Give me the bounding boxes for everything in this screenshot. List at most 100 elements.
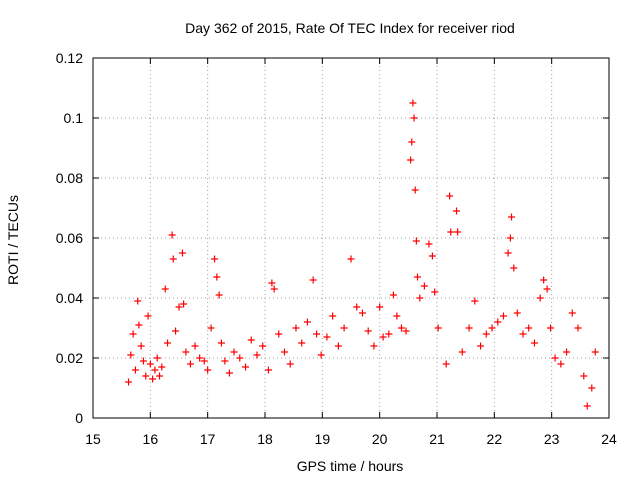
- data-point: [442, 360, 450, 368]
- data-point: [137, 342, 145, 350]
- data-point: [334, 342, 342, 350]
- data-point: [477, 342, 485, 350]
- data-point: [135, 321, 143, 329]
- data-point: [446, 192, 454, 200]
- data-point: [519, 330, 527, 338]
- x-axis-label: GPS time / hours: [297, 458, 404, 474]
- data-point: [414, 273, 422, 281]
- data-point: [253, 351, 261, 359]
- y-tick-label: 0.06: [56, 230, 83, 246]
- data-point: [129, 330, 137, 338]
- data-point: [408, 138, 416, 146]
- data-point: [504, 249, 512, 257]
- data-point: [574, 324, 582, 332]
- data-point: [131, 366, 139, 374]
- data-point: [242, 363, 250, 371]
- axis-ticks: 15 16 17 18 19 20 21 22 23 24 0 0.02 0.04 0.06 0.08 0.1…: [56, 50, 617, 447]
- data-point: [454, 228, 462, 236]
- x-tick-label: 18: [257, 431, 273, 447]
- data-point: [540, 276, 548, 284]
- data-point: [168, 231, 176, 239]
- data-point: [389, 291, 397, 299]
- data-point: [536, 294, 544, 302]
- data-point: [513, 309, 521, 317]
- data-point: [207, 324, 215, 332]
- data-point: [431, 288, 439, 296]
- data-point: [412, 237, 420, 245]
- data-point: [588, 384, 596, 392]
- data-point: [385, 330, 393, 338]
- data-point: [353, 303, 361, 311]
- chart-title: Day 362 of 2015, Rate Of TEC Index for r…: [185, 20, 515, 36]
- data-point: [158, 363, 166, 371]
- data-point: [340, 324, 348, 332]
- x-tick-label: 15: [85, 431, 101, 447]
- data-point: [580, 372, 588, 380]
- data-point: [221, 357, 229, 365]
- data-point: [204, 366, 212, 374]
- y-axis-label: ROTI / TECUs: [5, 195, 21, 285]
- data-point: [172, 327, 180, 335]
- y-tick-label: 0.08: [56, 170, 83, 186]
- y-tick-label: 0.04: [56, 290, 83, 306]
- data-point: [164, 339, 172, 347]
- data-point: [169, 255, 177, 263]
- x-tick-label: 20: [372, 431, 388, 447]
- data-point: [471, 297, 479, 305]
- data-point: [156, 372, 164, 380]
- data-point: [313, 330, 321, 338]
- data-point: [329, 312, 337, 320]
- data-point: [420, 282, 428, 290]
- data-point: [153, 354, 161, 362]
- data-point: [323, 333, 331, 341]
- data-point: [142, 372, 150, 380]
- data-point: [402, 327, 410, 335]
- data-point: [264, 366, 272, 374]
- data-point: [543, 285, 551, 293]
- data-point: [149, 375, 157, 383]
- data-point: [364, 327, 372, 335]
- data-point: [280, 348, 288, 356]
- data-point: [230, 348, 238, 356]
- data-point: [458, 348, 466, 356]
- data-point: [186, 360, 194, 368]
- data-point: [161, 285, 169, 293]
- data-point: [317, 351, 325, 359]
- data-points: [125, 99, 599, 410]
- data-point: [213, 273, 221, 281]
- data-point: [376, 303, 384, 311]
- data-point: [144, 312, 152, 320]
- data-point: [309, 276, 317, 284]
- data-point: [452, 207, 460, 215]
- data-point: [259, 342, 267, 350]
- data-point: [211, 255, 219, 263]
- x-tick-label: 24: [601, 431, 617, 447]
- data-point: [525, 324, 533, 332]
- data-point: [563, 348, 571, 356]
- data-point: [178, 249, 186, 257]
- data-point: [488, 324, 496, 332]
- data-point: [530, 339, 538, 347]
- data-point: [134, 297, 142, 305]
- data-point: [191, 342, 199, 350]
- data-point: [303, 318, 311, 326]
- data-point: [393, 312, 401, 320]
- data-point: [547, 324, 555, 332]
- data-point: [182, 348, 190, 356]
- data-point: [407, 156, 415, 164]
- data-point: [139, 357, 147, 365]
- data-point: [358, 309, 366, 317]
- data-point: [200, 357, 208, 365]
- data-point: [397, 324, 405, 332]
- x-tick-label: 19: [315, 431, 331, 447]
- data-point: [500, 312, 508, 320]
- data-point: [175, 303, 183, 311]
- data-point: [275, 330, 283, 338]
- data-point: [591, 348, 599, 356]
- x-tick-label: 17: [200, 431, 216, 447]
- data-point: [508, 213, 516, 221]
- data-point: [510, 264, 518, 272]
- data-point: [428, 252, 436, 260]
- data-point: [196, 354, 204, 362]
- data-point: [410, 114, 418, 122]
